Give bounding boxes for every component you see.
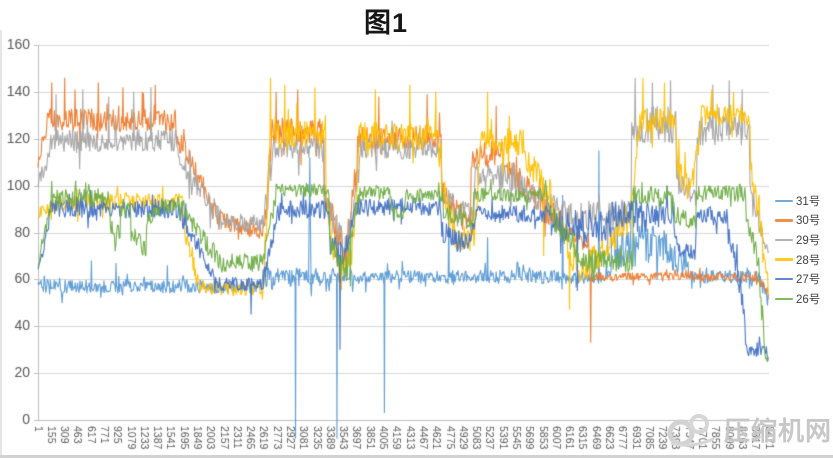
- legend-line-swatch: [775, 258, 793, 261]
- legend-label: 28号: [796, 254, 821, 267]
- legend-item: 28号: [775, 250, 833, 270]
- legend-line-swatch: [775, 219, 793, 222]
- watermark-logo-icon: [667, 414, 714, 447]
- watermark: 压缩机网: [661, 409, 832, 449]
- legend-line-swatch: [775, 297, 793, 301]
- legend-line-swatch: [775, 277, 793, 281]
- legend-line-swatch: [775, 199, 793, 203]
- legend-label: 31号: [796, 195, 821, 208]
- legend-label: 29号: [796, 234, 821, 247]
- legend-label: 30号: [796, 215, 821, 228]
- chart-legend: 31号 30号 29号 28号 27号 26号: [775, 191, 833, 309]
- legend-item: 31号: [775, 191, 833, 211]
- watermark-text: 压缩机网: [723, 415, 832, 446]
- legend-label: 27号: [796, 274, 821, 287]
- legend-label: 26号: [796, 293, 821, 306]
- legend-item: 26号: [775, 289, 833, 309]
- legend-item: 29号: [775, 230, 833, 250]
- chart-title: 图1: [363, 8, 409, 38]
- legend-line-swatch: [775, 238, 793, 242]
- window-edge-left: [0, 30, 2, 458]
- legend-item: 30号: [775, 211, 833, 231]
- legend-item: 27号: [775, 269, 833, 289]
- window-edge-bottom: [0, 455, 833, 458]
